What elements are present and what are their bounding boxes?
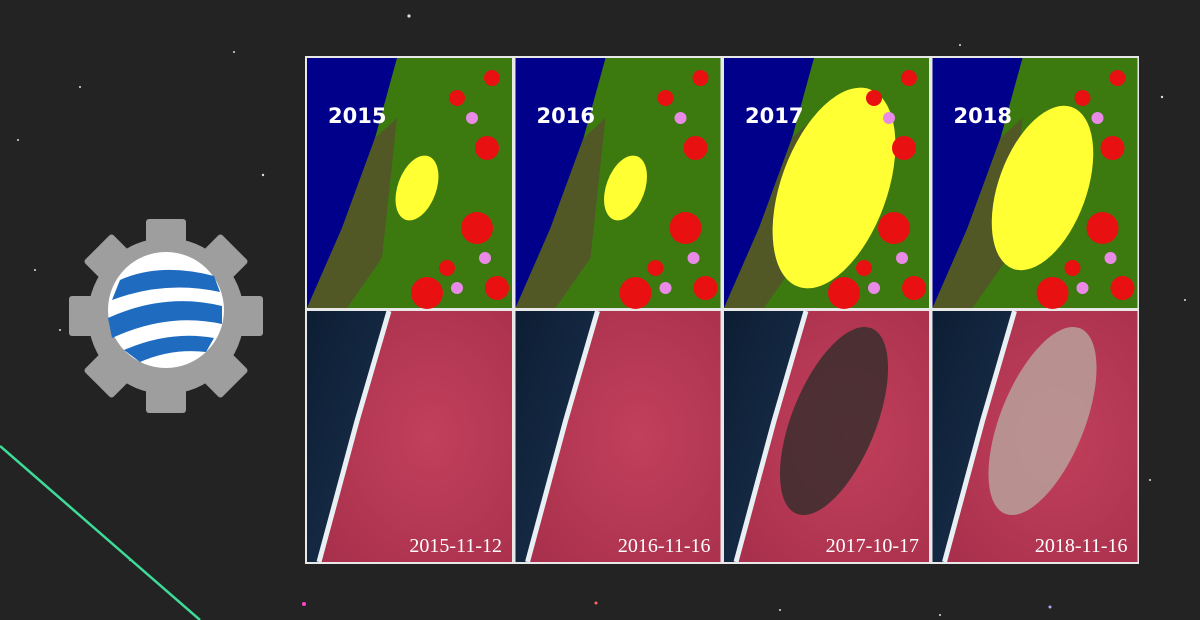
pink-patch [659,282,672,294]
urban-patch [475,136,499,160]
urban-patch [901,70,917,86]
surf [942,310,1017,563]
bare-ground [991,105,1094,271]
pink-patch [868,282,880,294]
year-label: 2017 [745,104,803,128]
date-label: 2017-10-17 [826,535,919,557]
pink-patch [896,252,908,264]
sea-area [724,58,814,308]
urban-patch [692,70,709,86]
dune-area [307,118,397,308]
burn-scar [988,326,1097,516]
urban-patch [411,277,443,309]
panel: 2018 2018-11-16 [932,58,1138,563]
urban-patch [485,276,509,300]
urban-patch [439,260,455,276]
urban-patch [866,90,882,106]
streak [0,445,201,620]
urban-patch [657,90,674,106]
date-label: 2016-11-16 [618,535,711,557]
urban-patch [902,276,926,300]
pink-patch [674,112,687,124]
urban-patch [1109,70,1126,86]
dune-area [515,118,606,308]
dune-area [932,118,1023,308]
urban-patch [449,90,465,106]
urban-patch [461,212,493,244]
sea-area [932,58,1023,308]
bare-ground [395,155,439,221]
urban-patch [1110,276,1135,300]
pink-patch [466,112,478,124]
bare-ground [604,155,647,221]
pink-patch [1091,112,1104,124]
urban-patch [484,70,500,86]
bare-ground [772,87,896,289]
pink-patch [1104,252,1117,264]
urban-patch [647,260,664,276]
urban-patch [693,276,718,300]
urban-patch [683,136,708,160]
surf [733,310,809,563]
urban-patch [1064,260,1081,276]
urban-patch [1100,136,1125,160]
urban-patch [828,277,860,309]
panel: 2015 2015-11-12 [307,58,512,563]
urban-patch [669,212,702,244]
urban-patch [619,277,652,309]
date-label: 2018-11-16 [1035,535,1128,557]
urban-patch [892,136,916,160]
pink-patch [883,112,895,124]
year-label: 2018 [954,104,1012,128]
date-label: 2015-11-12 [409,535,502,557]
burn-scar [779,326,889,516]
year-label: 2016 [537,104,595,128]
surf [525,310,600,563]
urban-patch [878,212,910,244]
urban-patch [1036,277,1069,309]
surf [316,310,392,563]
pink-patch [451,282,463,294]
urban-patch [1074,90,1091,106]
urban-patch [856,260,872,276]
year-label: 2015 [328,104,386,128]
pink-patch [687,252,700,264]
pink-patch [1076,282,1089,294]
panel: 2016 2016-11-16 [515,58,721,563]
earth-engine-logo [69,219,263,413]
urban-patch [1086,212,1119,244]
sea-area [307,58,397,308]
pink-patch [479,252,491,264]
panel-grid: 2015 2015-11-12 2016 2016-11-16 2017 2017-10-… [307,58,1138,563]
panel: 2017 2017-10-17 [724,58,929,563]
sea-area [515,58,606,308]
